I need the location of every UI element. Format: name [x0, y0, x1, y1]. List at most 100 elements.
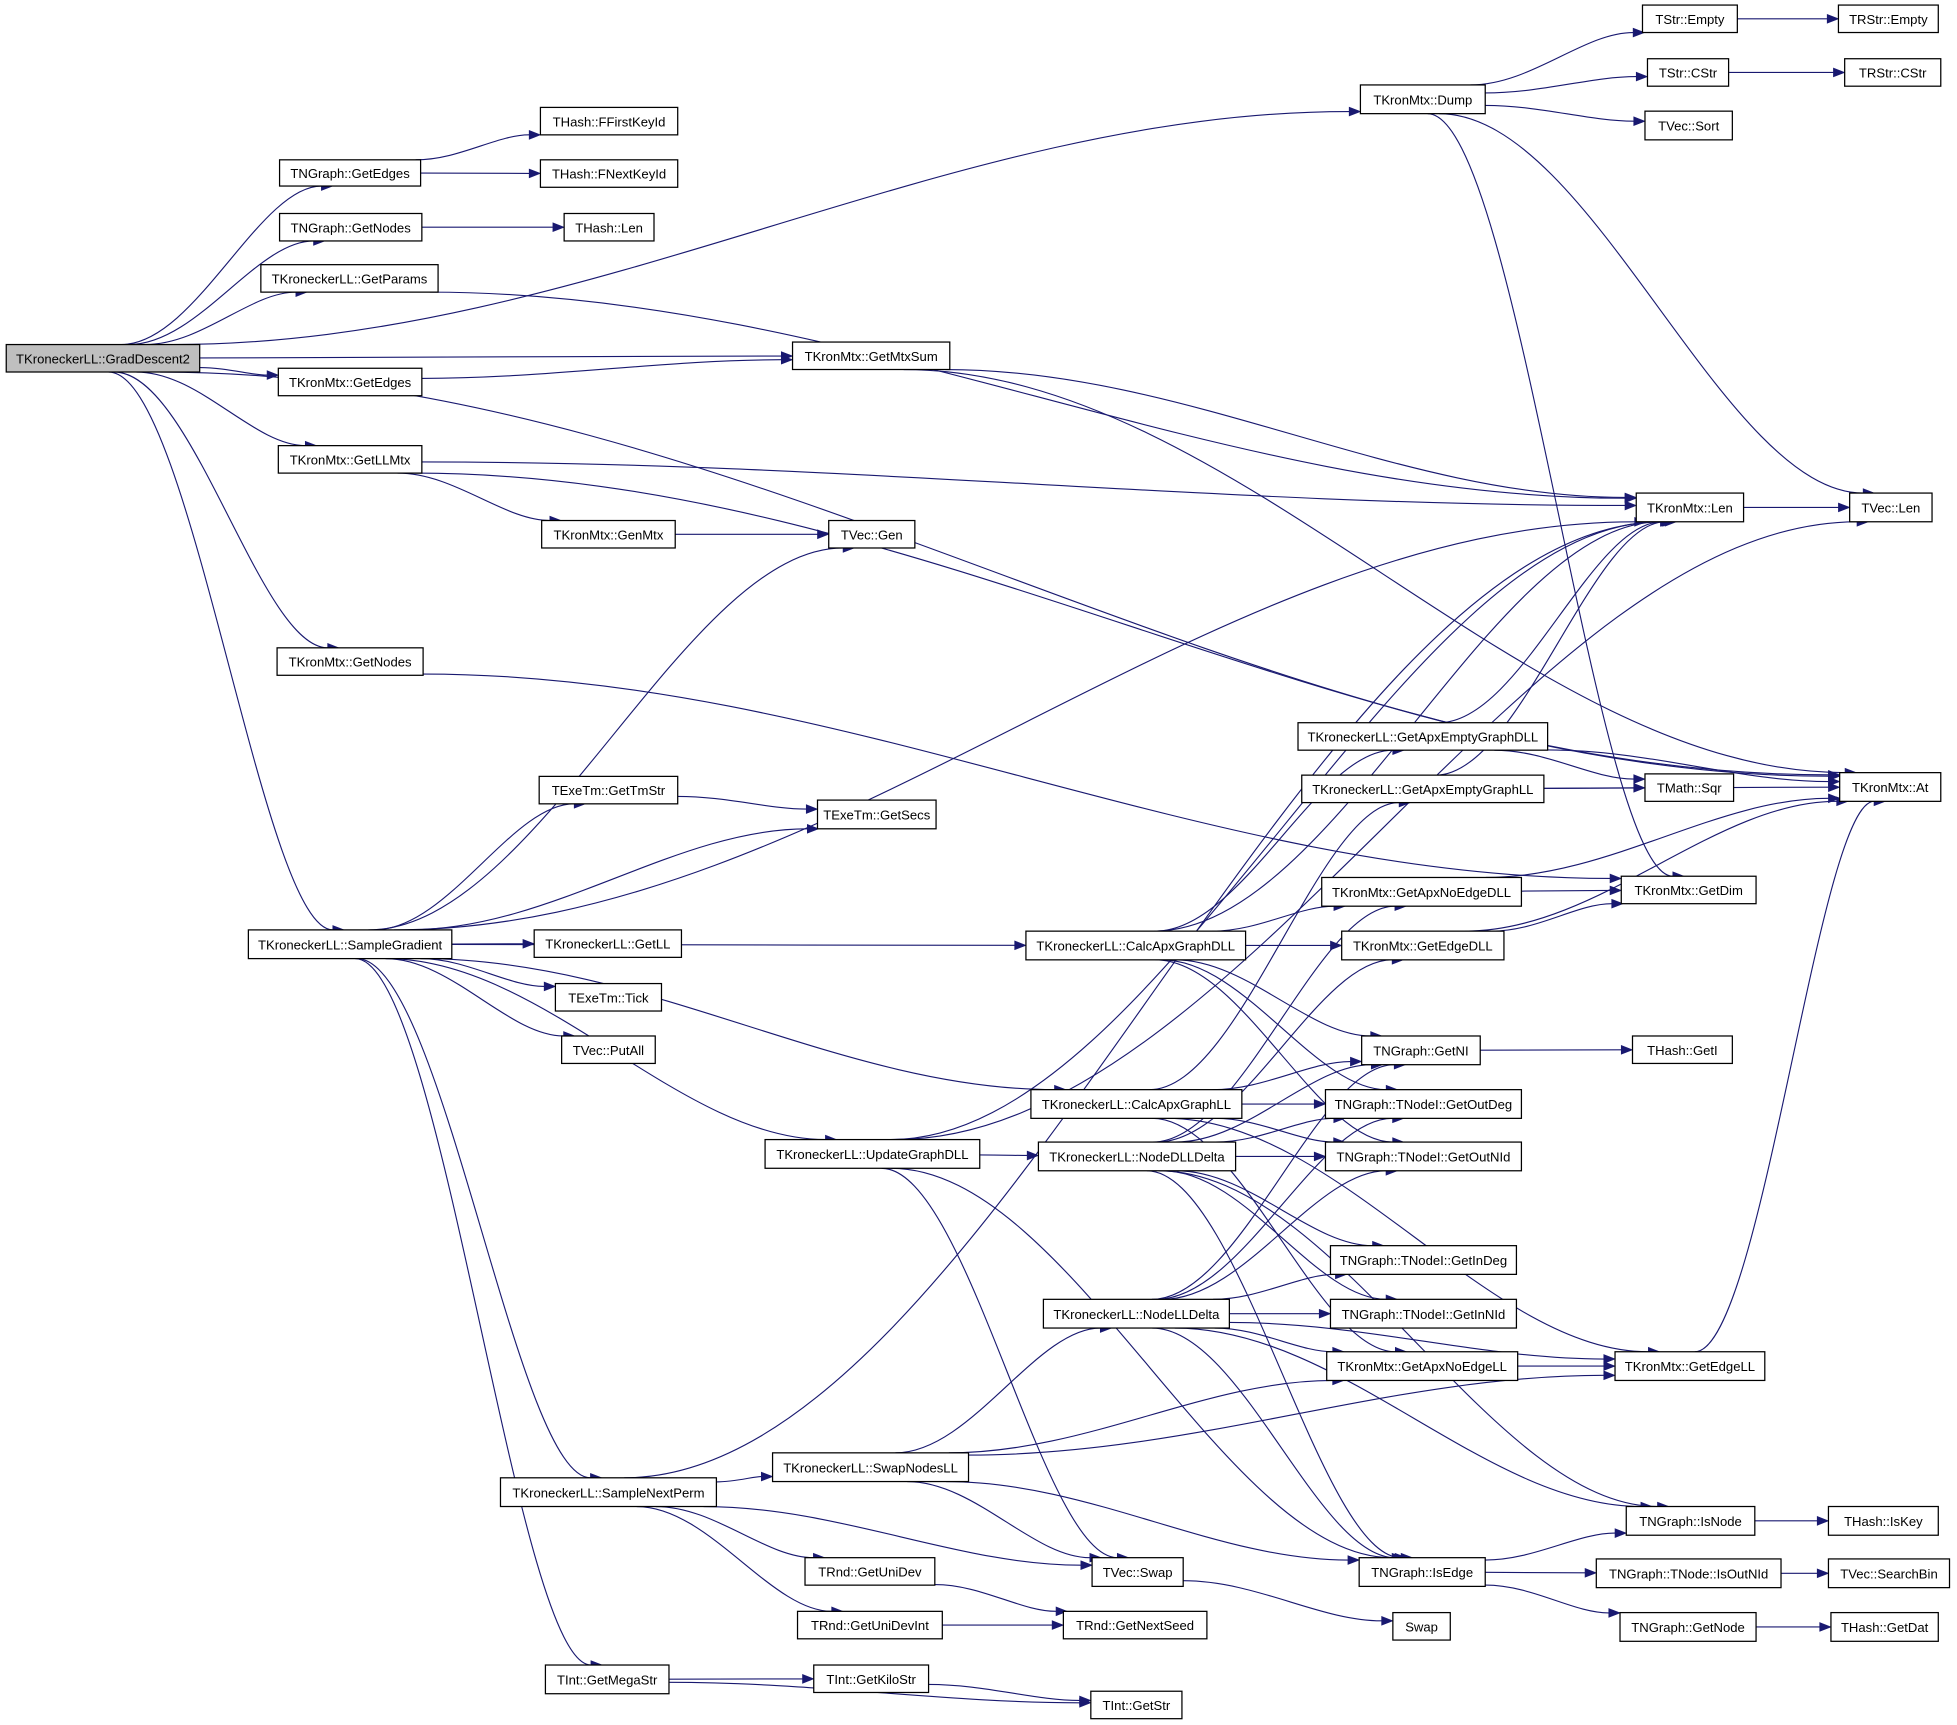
arrowhead-icon [1632, 27, 1646, 38]
arrowhead-icon [780, 354, 794, 365]
node-tvec-gen[interactable]: TVec::Gen [828, 519, 916, 549]
node-texetm-gettmstr[interactable]: TExeTm::GetTmStr [538, 775, 679, 805]
node-tstr-empty[interactable]: TStr::Empty [1641, 4, 1738, 34]
edge-tkroneckerll-graddescent2-to-tkroneckerll-samplegradient [108, 371, 333, 931]
node-tngraph-tnode-isoutnid[interactable]: TNGraph::TNode::IsOutNId [1595, 1558, 1782, 1589]
node-box [5, 343, 201, 373]
node-tngraph-isnode[interactable]: TNGraph::IsNode [1625, 1505, 1756, 1536]
node-thash-iskey[interactable]: THash::IsKey [1827, 1505, 1939, 1536]
node-trnd-getunidev[interactable]: TRnd::GetUniDev [804, 1557, 936, 1586]
node-tngraph-tnodei-getoutnid[interactable]: TNGraph::TNodeI::GetOutNId [1324, 1141, 1523, 1172]
node-label: TKroneckerLL::NodeLLDelta [1053, 1307, 1220, 1322]
node-tngraph-getedges[interactable]: TNGraph::GetEdges [278, 159, 422, 187]
edge-tkroneckerll-graddescent2-to-tkronmtx-getedges [199, 366, 268, 376]
node-thash-geti[interactable]: THash::GetI [1631, 1035, 1733, 1065]
node-tngraph-tnodei-getindeg[interactable]: TNGraph::TNodeI::GetInDeg [1329, 1245, 1518, 1275]
node-tkroneckerll-calcapxgraphdll[interactable]: TKroneckerLL::CalcApxGraphDLL [1025, 930, 1247, 961]
node-box [1358, 1557, 1486, 1588]
node-tkronmtx-dump[interactable]: TKronMtx::Dump [1359, 84, 1486, 115]
edge-tkroneckerll-nodelldelta-to-tngraph-isnode [1174, 1327, 1641, 1508]
node-tkroneckerll-getparams[interactable]: TKroneckerLL::GetParams [260, 264, 439, 293]
node-tkronmtx-at[interactable]: TKronMtx::At [1839, 772, 1942, 802]
node-swap[interactable]: Swap [1392, 1611, 1451, 1641]
node-tkronmtx-getedgell[interactable]: TKronMtx::GetEdgeLL [1614, 1351, 1766, 1382]
edge-tkroneckerll-samplegradient-to-tint-getmegastr [355, 958, 591, 1666]
node-tint-getkilostr[interactable]: TInt::GetKiloStr [813, 1664, 930, 1694]
node-tkroneckerll-updategraphdll[interactable]: TKroneckerLL::UpdateGraphDLL [764, 1138, 981, 1169]
node-box [539, 106, 679, 136]
node-texetm-tick[interactable]: TExeTm::Tick [554, 982, 663, 1012]
node-tvec-searchbin[interactable]: TVec::SearchBin [1827, 1558, 1951, 1589]
node-tkronmtx-len[interactable]: TKronMtx::Len [1635, 492, 1745, 523]
edge-tkroneckerll-graddescent2-to-tkronmtx-getnodes [114, 371, 328, 649]
node-thash-len[interactable]: THash::Len [563, 212, 655, 242]
node-tngraph-isedge[interactable]: TNGraph::IsEdge [1358, 1557, 1486, 1588]
node-thash-ffirstkeyid[interactable]: THash::FFirstKeyId [539, 106, 679, 136]
node-box [533, 929, 683, 958]
node-tkroneckerll-getapxemptygraphll[interactable]: TKroneckerLL::GetApxEmptyGraphLL [1301, 774, 1545, 804]
node-tkroneckerll-graddescent2[interactable]: TKroneckerLL::GradDescent2 [5, 343, 201, 373]
node-tkroneckerll-swapnodesll[interactable]: TKroneckerLL::SwapNodesLL [771, 1452, 970, 1483]
node-tkroneckerll-samplenextperm[interactable]: TKroneckerLL::SampleNextPerm [499, 1477, 718, 1508]
node-tkronmtx-getapxnoedgell[interactable]: TKronMtx::GetApxNoEdgeLL [1326, 1351, 1519, 1382]
node-box [1037, 1141, 1237, 1172]
node-trnd-getunidevint[interactable]: TRnd::GetUniDevInt [796, 1610, 943, 1640]
node-tngraph-tnodei-getinnid[interactable]: TNGraph::TNodeI::GetInNId [1329, 1298, 1518, 1329]
node-label: TExeTm::GetTmStr [552, 783, 666, 798]
node-tkroneckerll-nodelldelta[interactable]: TKroneckerLL::NodeLLDelta [1042, 1298, 1230, 1329]
edge-tkroneckerll-swapnodesll-to-tvec-swap [907, 1480, 1090, 1559]
node-trstr-cstr[interactable]: TRStr::CStr [1844, 58, 1942, 87]
node-tkronmtx-getdim[interactable]: TKronMtx::GetDim [1620, 875, 1757, 905]
node-tint-getmegastr[interactable]: TInt::GetMegaStr [544, 1664, 670, 1695]
node-tkroneckerll-samplegradient[interactable]: TKroneckerLL::SampleGradient [247, 929, 453, 960]
node-tngraph-getni[interactable]: TNGraph::GetNI [1361, 1035, 1481, 1066]
node-tkronmtx-getmtxsum[interactable]: TKronMtx::GetMtxSum [791, 341, 951, 371]
edge-tkronmtx-getllmtx-to-tkronmtx-genmtx [397, 472, 550, 522]
node-tkronmtx-getnodes[interactable]: TKronMtx::GetNodes [276, 647, 424, 676]
edge-tkronmtx-dump-to-tkronmtx-getdim [1427, 113, 1673, 877]
node-tvec-len[interactable]: TVec::Len [1849, 492, 1933, 523]
node-tkronmtx-genmtx[interactable]: TKronMtx::GenMtx [541, 519, 676, 549]
arrowhead-icon [1611, 898, 1624, 909]
node-trstr-empty[interactable]: TRStr::Empty [1837, 4, 1939, 34]
node-texetm-getsecs[interactable]: TExeTm::GetSecs [816, 799, 937, 830]
node-tkroneckerll-nodedlldelta[interactable]: TKroneckerLL::NodeDLLDelta [1037, 1141, 1237, 1172]
edge-tngraph-getedges-to-thash-ffirstkeyid [415, 134, 530, 161]
arrowhead-icon [1318, 1308, 1332, 1319]
node-thash-fnextkeyid[interactable]: THash::FNextKeyId [539, 159, 679, 188]
node-tngraph-getnodes[interactable]: TNGraph::GetNodes [278, 212, 423, 242]
node-box [1827, 1505, 1939, 1536]
node-tkroneckerll-getapxemptygraphdll[interactable]: TKroneckerLL::GetApxEmptyGraphDLL [1297, 722, 1549, 751]
node-trnd-getnextseed[interactable]: TRnd::GetNextSeed [1062, 1610, 1208, 1640]
node-tkroneckerll-getll[interactable]: TKroneckerLL::GetLL [533, 929, 683, 958]
node-tvec-sort[interactable]: TVec::Sort [1644, 110, 1733, 141]
node-tint-getstr[interactable]: TInt::GetStr [1090, 1690, 1183, 1720]
node-tstr-cstr[interactable]: TStr::CStr [1646, 58, 1730, 87]
node-thash-getdat[interactable]: THash::GetDat [1830, 1611, 1939, 1642]
node-tkronmtx-getedges[interactable]: TKronMtx::GetEdges [277, 367, 423, 397]
node-box [1326, 1351, 1519, 1382]
edge-tkroneckerll-nodedlldelta-to-tkronmtx-getapxnoedgedll [1152, 905, 1395, 1143]
edge-tkroneckerll-nodelldelta-to-tkronmtx-getapxnoedgell [1214, 1327, 1333, 1353]
arrowhead-icon [805, 804, 819, 814]
node-box [1625, 1505, 1756, 1536]
edge-tkroneckerll-samplegradient-to-texetm-getsecs [408, 828, 808, 931]
node-tkronmtx-getllmtx[interactable]: TKronMtx::GetLLMtx [277, 445, 423, 474]
edge-tkroneckerll-swapnodesll-to-tkronmtx-getedgell [968, 1374, 1604, 1456]
node-box [791, 341, 951, 371]
node-box [1837, 4, 1939, 34]
node-tmath-sqr[interactable]: TMath::Sqr [1644, 773, 1735, 802]
arrowhead-icon [817, 529, 830, 540]
node-tvec-swap[interactable]: TVec::Swap [1091, 1557, 1184, 1588]
node-box [1341, 930, 1505, 961]
node-label: TVec::Len [1861, 501, 1920, 516]
node-tngraph-tnodei-getoutdeg[interactable]: TNGraph::TNodeI::GetOutDeg [1324, 1089, 1523, 1119]
node-tvec-putall[interactable]: TVec::PutAll [561, 1035, 656, 1065]
node-tkronmtx-getapxnoedgedll[interactable]: TKronMtx::GetApxNoEdgeDLL [1321, 876, 1523, 907]
node-label: TNGraph::GetNode [1631, 1620, 1745, 1635]
node-tkroneckerll-calcapxgraphll[interactable]: TKroneckerLL::CalcApxGraphLL [1030, 1089, 1243, 1119]
node-tkronmtx-getedgedll[interactable]: TKronMtx::GetEdgeDLL [1341, 930, 1505, 961]
arrowhead-icon [1347, 1555, 1361, 1565]
node-tngraph-getnode[interactable]: TNGraph::GetNode [1619, 1611, 1757, 1642]
node-box [541, 519, 676, 549]
